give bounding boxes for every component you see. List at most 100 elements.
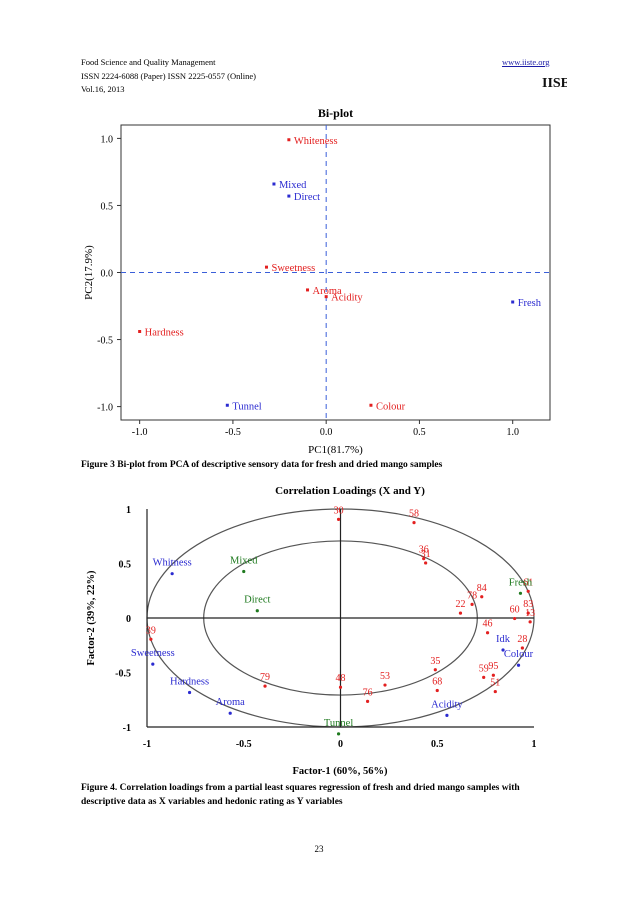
volume-line: Vol.16, 2013 (81, 84, 125, 94)
consumer-label: 35 (430, 656, 440, 667)
data-point (324, 295, 328, 299)
variable-point (501, 648, 505, 652)
consumer-label: 58 (409, 509, 419, 520)
point-label: Hardness (145, 328, 184, 339)
consumer-label: 31 (421, 549, 431, 560)
x-tick-label: 1.0 (506, 427, 519, 438)
data-point (287, 194, 291, 198)
variable-label: Fresh (509, 577, 533, 588)
y-tick-label: 0.5 (119, 560, 132, 571)
figure3-biplot: Bi-plot -1.0 -0.5 0.0 0.5 1.0 -1.0 -0.5 0.0 0.5 1.… (83, 106, 551, 456)
variable-point (187, 690, 192, 695)
y-tick-label: -0.5 (97, 336, 113, 347)
website-link[interactable]: www.iiste.org (502, 57, 550, 67)
variable-point (445, 713, 449, 717)
variable-label: Direct (244, 595, 270, 606)
consumer-label: 13 (525, 608, 535, 619)
variable-label: Whitness (153, 558, 192, 569)
data-point (369, 403, 373, 407)
point-label: Acidity (331, 293, 363, 304)
consumer-point (470, 602, 474, 606)
consumer-label: 68 (432, 676, 442, 687)
issn-line: ISSN 2224-6088 (Paper) ISSN 2225-0557 (O… (81, 71, 256, 81)
journal-name: Food Science and Quality Management (81, 57, 216, 67)
figure3-caption: Figure 3 Bi-plot from PCA of descriptive… (81, 460, 443, 470)
consumer-point (480, 595, 484, 599)
x-tick-label: -1.0 (132, 427, 148, 438)
variable-point (516, 663, 521, 667)
x-tick-label: 0.5 (431, 739, 444, 750)
consumer-point (491, 673, 495, 677)
data-point (306, 288, 310, 292)
variable-label: Colour (504, 649, 534, 660)
consumer-point (485, 631, 490, 635)
consumer-point (422, 557, 426, 561)
y-tick-label: 0 (126, 614, 131, 625)
y-tick-label: -1 (123, 723, 131, 734)
consumer-label: 48 (336, 673, 346, 684)
variable-point (151, 662, 155, 666)
point-label: Colour (376, 401, 406, 412)
point-label: Tunnel (232, 401, 261, 412)
variable-point (228, 711, 232, 715)
data-point (225, 403, 229, 407)
consumer-point (365, 699, 370, 703)
variable-point (242, 569, 246, 574)
consumer-label: 76 (363, 687, 373, 698)
variable-point (518, 591, 523, 595)
point-label: Sweetness (271, 263, 315, 274)
data-point (272, 182, 276, 186)
consumer-point (482, 675, 486, 680)
variable-label: Tunnel (324, 718, 353, 729)
consumer-point (263, 684, 267, 688)
iiste-logo: IISE (541, 71, 567, 91)
consumer-point (412, 521, 416, 525)
consumer-label: 60 (510, 605, 520, 616)
point-label: Direct (294, 192, 320, 203)
consumer-point (433, 668, 437, 672)
figure4-caption: Figure 4. Correlation loadings from a pa… (81, 783, 520, 807)
variable-label: Mixed (230, 556, 258, 567)
consumer-point (435, 688, 439, 693)
consumer-point (513, 616, 517, 621)
consumer-point (493, 689, 497, 694)
variable-label: Acidity (431, 699, 463, 710)
data-point (264, 265, 268, 269)
x-tick-label: 0.5 (413, 427, 426, 438)
consumer-label: 22 (455, 599, 465, 610)
data-point (511, 300, 515, 304)
x-tick-label: -0.5 (225, 427, 241, 438)
consumer-label: 61 (523, 577, 533, 588)
figure4-correlation-loadings: Correlation Loadings (X and Y) -1 -0.5 0 0.5… (86, 485, 537, 777)
y-axis-label: Factor-2 (39%, 22%) (86, 570, 97, 665)
variable-label: Hardness (170, 676, 209, 687)
consumer-point (383, 683, 387, 687)
page-number: 23 (314, 844, 324, 854)
logo-text: IISE (542, 76, 567, 91)
variable-label: Sweetness (131, 648, 175, 659)
variable-point (170, 572, 174, 576)
consumer-point (528, 620, 532, 624)
chart-title: Bi-plot (318, 106, 353, 120)
consumer-point (338, 685, 343, 689)
consumer-label: 39 (146, 625, 156, 636)
x-tick-label: -0.5 (236, 739, 252, 750)
variable-point (255, 609, 259, 613)
x-tick-label: 1 (532, 739, 537, 750)
variable-point (336, 732, 341, 736)
y-axis-label: PC2(17.9%) (83, 245, 95, 300)
consumer-point (520, 646, 524, 650)
consumer-point (526, 589, 530, 593)
x-axis-label: PC1(81.7%) (308, 444, 363, 456)
consumer-label: 51 (490, 678, 500, 689)
x-tick-label: -1 (143, 739, 151, 750)
y-tick-label: -1.0 (97, 403, 113, 414)
x-tick-label: 0 (338, 739, 343, 750)
y-tick-label: 1 (126, 505, 131, 516)
point-label: Fresh (518, 298, 542, 309)
consumer-point (458, 611, 463, 615)
consumer-label: 84 (477, 583, 487, 594)
y-tick-label: 0.0 (101, 269, 114, 280)
consumer-label: 95 (488, 661, 498, 672)
point-label: Whiteness (294, 136, 338, 147)
